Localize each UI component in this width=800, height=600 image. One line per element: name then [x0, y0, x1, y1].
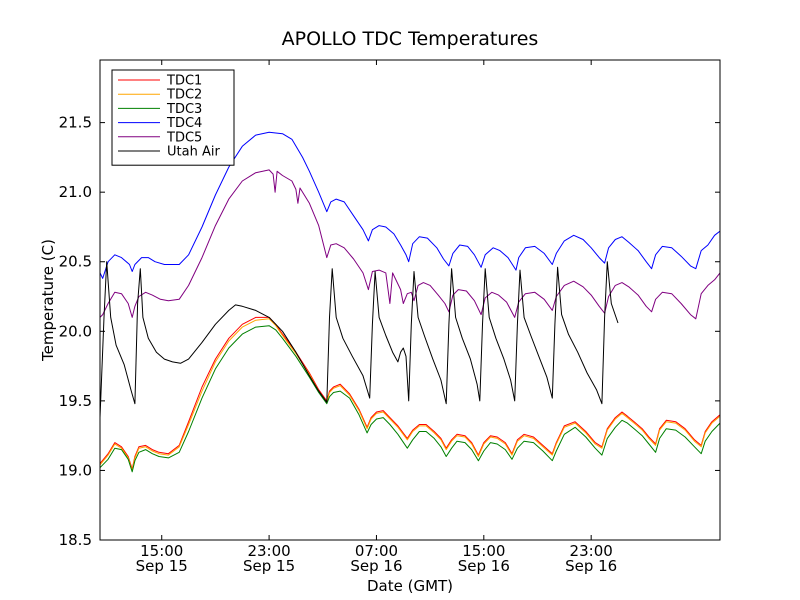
- legend-box: [111, 69, 235, 166]
- y-tick-label: 18.5: [59, 531, 92, 549]
- y-tick-label: 21.0: [59, 183, 92, 201]
- y-tick-label: 19.5: [59, 392, 92, 410]
- series-line-tdc5: [100, 169, 720, 320]
- x-axis-label: Date (GMT): [367, 577, 453, 595]
- y-tick-label: 21.5: [59, 114, 92, 132]
- series-line-tdc4: [100, 131, 720, 279]
- legend-label: TDC1: [166, 74, 202, 89]
- x-tick-label-date: Sep 15: [243, 557, 295, 575]
- x-tick-label-time: 23:00: [570, 542, 613, 560]
- y-tick-label: 19.0: [59, 461, 92, 479]
- x-tick-label-date: Sep 16: [350, 557, 402, 575]
- legend-label: Utah Air: [167, 145, 220, 160]
- y-tick-label: 20.5: [59, 253, 92, 271]
- y-tick-label: 20.0: [59, 322, 92, 340]
- series-line-tdc1: [100, 316, 720, 470]
- x-tick-label-time: 23:00: [247, 542, 290, 560]
- x-tick-label-date: Sep 15: [136, 557, 188, 575]
- series-line-tdc3: [100, 325, 720, 473]
- x-tick-label-date: Sep 16: [565, 557, 617, 575]
- plot-frame: [99, 59, 721, 541]
- legend-label: TDC5: [166, 130, 202, 145]
- chart-title: APOLLO TDC Temperatures: [282, 28, 539, 50]
- series-group: [100, 131, 720, 473]
- x-tick-label-date: Sep 16: [458, 557, 510, 575]
- x-tick-label-time: 07:00: [355, 542, 398, 560]
- legend-label: TDC2: [166, 88, 202, 103]
- y-axis-label: Temperature (C): [39, 239, 57, 362]
- legend-label: TDC4: [166, 116, 202, 131]
- series-line-tdc2: [100, 318, 720, 471]
- legend-label: TDC3: [166, 102, 202, 117]
- series-line-utah-air: [100, 261, 619, 418]
- x-tick-label-time: 15:00: [462, 542, 505, 560]
- x-tick-label-time: 15:00: [140, 542, 183, 560]
